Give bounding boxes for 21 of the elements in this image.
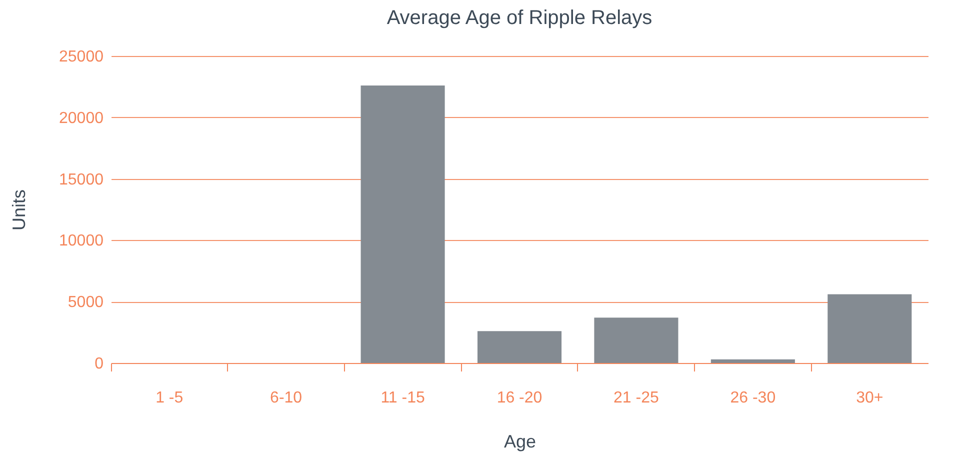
y-axis-title: Units [9,189,30,231]
y-tick-label: 15000 [59,171,104,188]
y-tick-label: 10000 [59,232,104,250]
x-tick-label: 30+ [856,390,884,406]
bar [477,331,562,363]
x-tick-label: 11 -15 [380,390,425,406]
x-tick-label: 16 -20 [496,390,542,406]
x-tick-label: 1 -5 [156,390,184,406]
x-axis-title: Age [504,432,536,452]
bar [828,294,912,363]
chart-title: Average Age of Ripple Relays [386,7,652,29]
y-tick-label: 0 [94,356,104,372]
x-tick-label: 21 -25 [614,390,659,406]
x-tick-label: 6-10 [270,390,302,406]
y-tick-label: 5000 [68,294,104,312]
y-tick-label: 25000 [59,48,104,66]
bar [710,359,795,363]
x-tick-label: 26 -30 [730,390,776,406]
bar [594,318,678,363]
bar [360,85,445,363]
y-tick-label: 20000 [59,110,104,127]
